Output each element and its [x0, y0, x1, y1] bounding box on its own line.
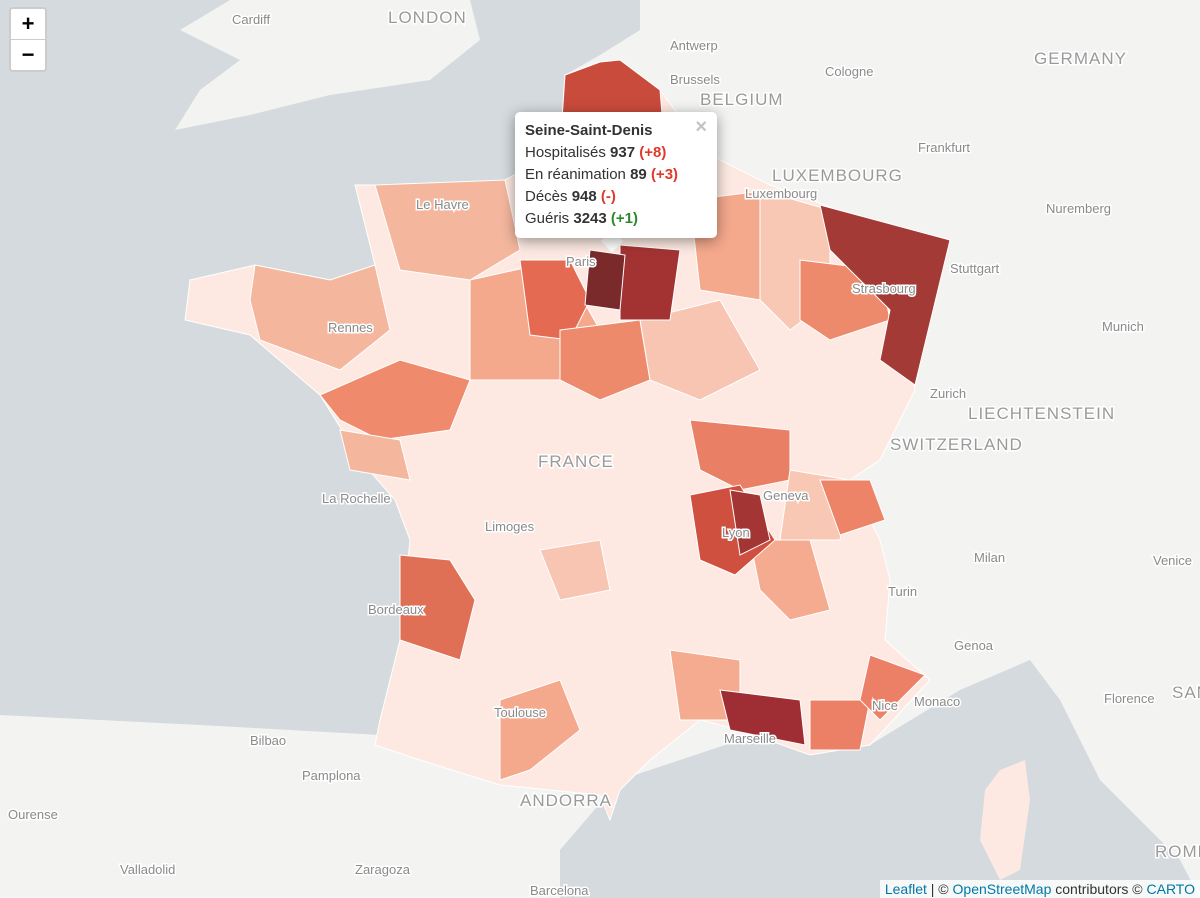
place-label: Valladolid — [120, 862, 175, 877]
popup-row: En réanimation 89 (+3) — [525, 164, 707, 186]
zoom-in-button[interactable]: + — [21, 11, 35, 36]
place-label: ROME — [1155, 842, 1200, 861]
place-label: Geneva — [763, 488, 809, 503]
place-label: Nuremberg — [1046, 201, 1111, 216]
attribution-link[interactable]: Leaflet — [884, 881, 927, 897]
place-label: Cardiff — [232, 12, 270, 27]
place-label: Luxembourg — [745, 186, 817, 201]
popup-row: Hospitalisés 937 (+8) — [525, 142, 707, 164]
place-label: FRANCE — [538, 452, 614, 471]
row-change: (+3) — [650, 166, 679, 183]
popup-title: Seine-Saint-Denis — [525, 122, 653, 139]
place-label: LONDON — [388, 8, 467, 27]
popup-row: Guéris 3243 (+1) — [525, 208, 707, 230]
place-label: Brussels — [670, 72, 720, 87]
place-label: ANDORRA — [520, 791, 612, 810]
place-label: Bordeaux — [368, 602, 424, 617]
place-label: Milan — [974, 550, 1005, 565]
place-label: Munich — [1102, 319, 1144, 334]
place-label: Genoa — [954, 638, 994, 653]
attribution-link[interactable]: CARTO — [1146, 881, 1196, 897]
place-label: Venice — [1153, 553, 1192, 568]
place-label: Le Havre — [416, 197, 469, 212]
place-label: Antwerp — [670, 38, 718, 53]
row-label: Décès — [525, 188, 568, 205]
row-label: Hospitalisés — [525, 144, 606, 161]
row-label: Guéris — [525, 210, 570, 227]
row-change: (-) — [600, 188, 616, 205]
place-label: Lyon — [722, 525, 750, 540]
place-label: Turin — [888, 584, 917, 599]
zoom-control: + − — [9, 7, 47, 72]
place-label: Bilbao — [250, 733, 286, 748]
attribution: Leaflet | © OpenStreetMap contributors ©… — [879, 880, 1200, 898]
place-label: Limoges — [485, 519, 535, 534]
place-label: BELGIUM — [700, 90, 784, 109]
popup-row: Décès 948 (-) — [525, 186, 707, 208]
departments — [249, 59, 951, 781]
land — [175, 0, 480, 130]
place-label: La Rochelle — [322, 491, 391, 506]
place-label: Cologne — [825, 64, 873, 79]
popup-close[interactable]: × — [695, 116, 707, 138]
place-label: SAN MA — [1172, 683, 1200, 702]
attribution-text: | © — [930, 881, 949, 897]
sea — [560, 660, 1200, 898]
place-label: SWITZERLAND — [890, 435, 1023, 454]
row-label: En réanimation — [525, 166, 626, 183]
place-label: Nice — [872, 698, 898, 713]
zoom-out-button[interactable]: − — [11, 39, 45, 70]
place-label: Barcelona — [530, 883, 589, 898]
place-label: Zaragoza — [355, 862, 411, 877]
place-label: GERMANY — [1034, 49, 1127, 68]
place-label: Stuttgart — [950, 261, 1000, 276]
place-label: Frankfurt — [918, 140, 970, 155]
popup-rows: Hospitalisés 937 (+8) En réanimation 89 (… — [525, 142, 707, 230]
row-value: 89 — [630, 166, 647, 183]
row-change: (+8) — [639, 144, 667, 161]
corsica — [980, 760, 1030, 880]
row-change: (+1) — [610, 210, 638, 227]
place-label: Pamplona — [302, 768, 361, 783]
place-label: Strasbourg — [852, 281, 916, 296]
place-label: LIECHTENSTEIN — [968, 404, 1115, 423]
place-label: Zurich — [930, 386, 966, 401]
place-label: Florence — [1104, 691, 1155, 706]
place-label: Paris — [566, 254, 596, 269]
attribution-text: contributors © — [1055, 881, 1143, 897]
attribution-link[interactable]: OpenStreetMap — [952, 881, 1052, 897]
row-value: 948 — [571, 188, 597, 205]
place-label: Marseille — [724, 731, 776, 746]
row-value: 937 — [610, 144, 636, 161]
place-label: Rennes — [328, 320, 373, 335]
place-label: Toulouse — [494, 705, 546, 720]
row-value: 3243 — [573, 210, 607, 227]
place-label: LUXEMBOURG — [772, 166, 903, 185]
popup: × Seine-Saint-Denis Hospitalisés 937 (+8… — [515, 112, 717, 238]
place-label: Monaco — [914, 694, 960, 709]
place-label: Ourense — [8, 807, 58, 822]
